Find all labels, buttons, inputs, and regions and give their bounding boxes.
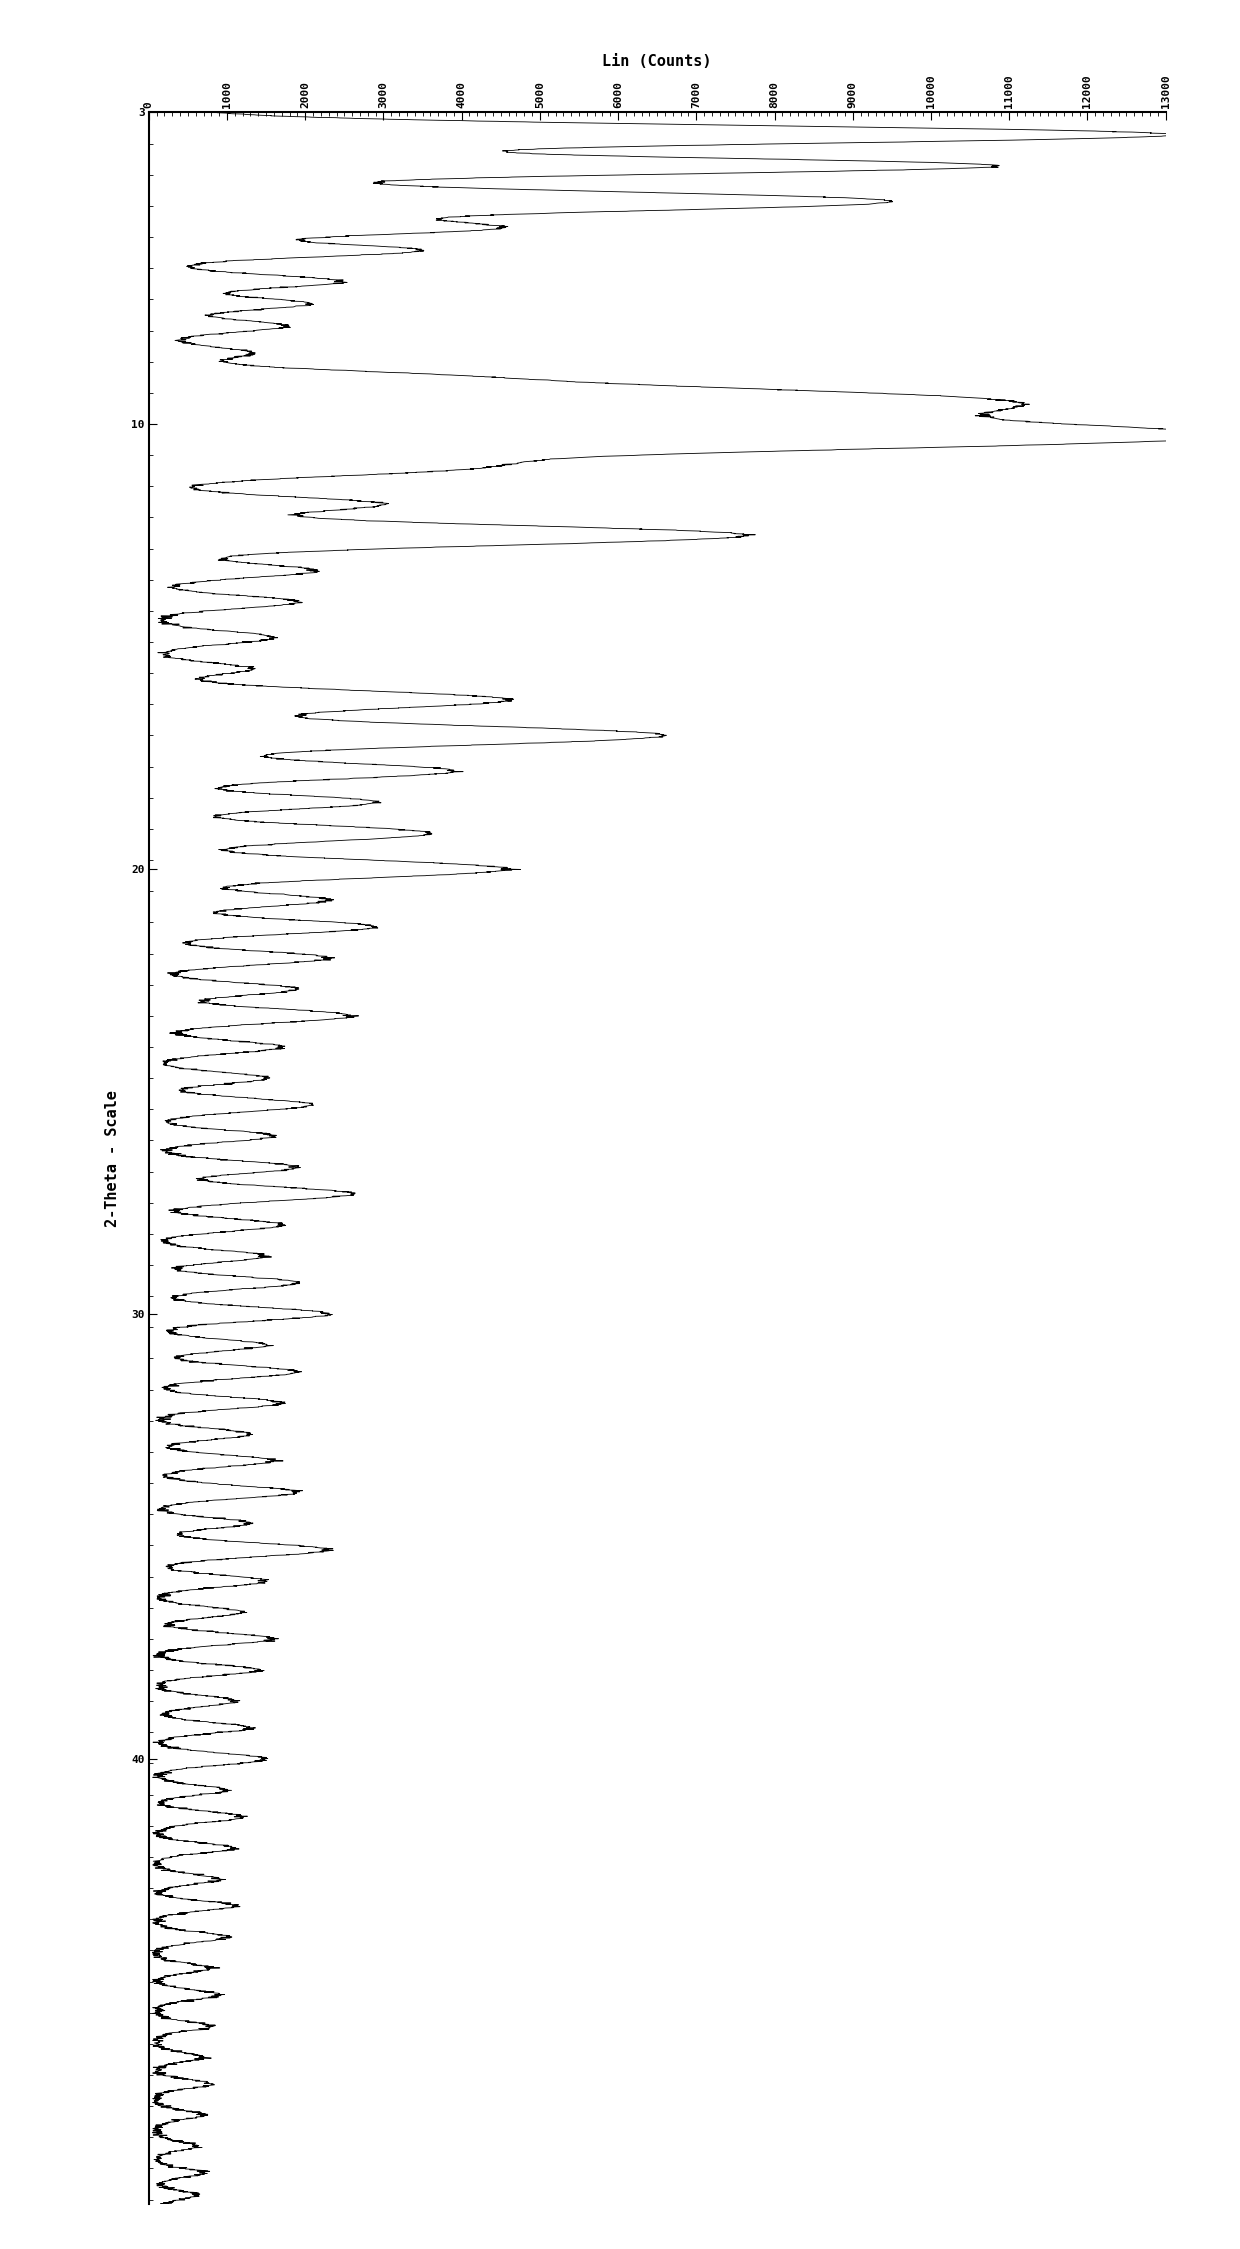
Y-axis label: 2-Theta - Scale: 2-Theta - Scale [105,1091,120,1226]
X-axis label: Lin (Counts): Lin (Counts) [603,54,712,70]
